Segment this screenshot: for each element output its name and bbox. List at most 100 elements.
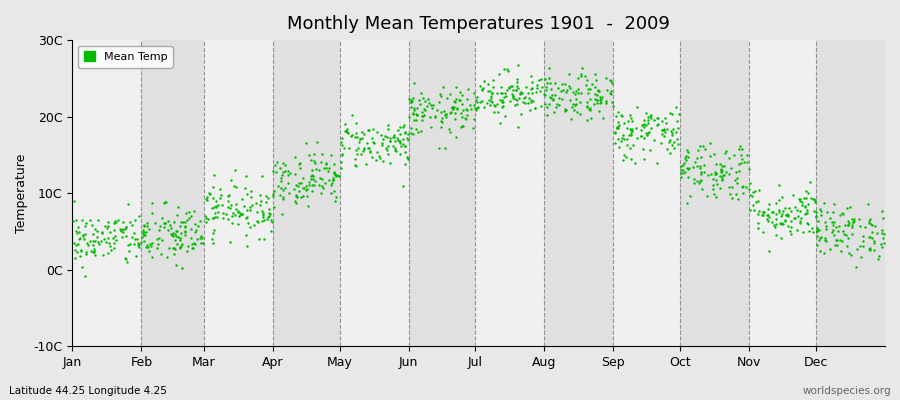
Point (542, 74, 556, 81)
Point (603, 90, 617, 96)
Point (164, 230, 178, 237)
Point (781, 223, 796, 229)
Point (722, 184, 736, 191)
Point (534, 102, 548, 109)
Point (722, 155, 736, 161)
Point (356, 146, 371, 152)
Point (407, 80, 421, 86)
Point (581, 90, 596, 96)
Point (651, 115, 665, 121)
Point (232, 210, 247, 217)
Point (566, 101, 580, 108)
Point (205, 195, 220, 201)
Point (400, 131, 415, 138)
Point (743, 206, 758, 213)
Point (115, 219, 130, 226)
Point (798, 194, 813, 201)
Point (703, 153, 717, 159)
Point (405, 98, 419, 104)
Point (173, 244, 187, 250)
Point (724, 184, 739, 190)
Point (166, 251, 181, 257)
Point (157, 224, 171, 230)
Point (714, 167, 728, 173)
Point (558, 80, 572, 87)
Point (689, 163, 704, 169)
Point (445, 104, 459, 110)
Point (533, 88, 547, 94)
Point (248, 200, 263, 206)
Point (875, 244, 889, 250)
Point (229, 167, 243, 173)
Point (797, 204, 812, 210)
Point (647, 117, 662, 124)
Point (187, 241, 202, 248)
Point (459, 107, 473, 113)
Point (265, 228, 279, 234)
Point (390, 135, 404, 142)
Point (86, 248, 101, 254)
Point (344, 132, 358, 139)
Point (317, 165, 331, 171)
Point (302, 152, 316, 158)
Point (277, 168, 292, 174)
Point (588, 84, 602, 90)
Point (173, 244, 187, 251)
Point (448, 99, 463, 106)
Point (786, 192, 800, 198)
Point (485, 90, 500, 96)
Point (299, 186, 313, 193)
Point (700, 172, 715, 178)
Point (860, 201, 875, 208)
Point (547, 92, 562, 98)
Point (825, 222, 840, 228)
Point (132, 241, 147, 247)
Point (424, 124, 438, 130)
Point (445, 105, 459, 111)
Point (775, 211, 789, 218)
Point (862, 218, 877, 224)
Point (845, 216, 859, 222)
Point (697, 169, 711, 175)
Point (173, 222, 187, 229)
Point (319, 180, 333, 186)
Point (380, 146, 394, 153)
Point (765, 209, 779, 216)
Point (770, 211, 784, 218)
Point (345, 132, 359, 138)
Point (801, 220, 815, 227)
Point (562, 71, 576, 77)
Point (130, 242, 145, 248)
Point (813, 206, 827, 212)
Point (867, 247, 881, 254)
Point (188, 221, 202, 227)
Point (713, 184, 727, 191)
Point (118, 255, 132, 261)
Point (452, 96, 466, 103)
Point (454, 110, 468, 117)
Point (581, 86, 596, 92)
Point (716, 168, 730, 174)
Point (243, 207, 257, 213)
Point (355, 129, 369, 135)
Point (232, 212, 247, 218)
Point (610, 119, 625, 125)
Point (805, 225, 819, 232)
Point (136, 227, 150, 233)
Point (75, 264, 89, 270)
Point (144, 243, 158, 250)
Point (742, 185, 756, 192)
Bar (749, 40, 816, 346)
Point (680, 147, 695, 154)
Point (755, 212, 770, 218)
Point (779, 211, 794, 218)
Point (538, 83, 553, 90)
Point (525, 90, 539, 96)
Point (303, 176, 318, 182)
Point (120, 259, 134, 265)
Point (114, 227, 129, 233)
Point (863, 234, 878, 240)
Point (839, 232, 853, 238)
Point (392, 150, 407, 157)
Point (734, 152, 748, 158)
